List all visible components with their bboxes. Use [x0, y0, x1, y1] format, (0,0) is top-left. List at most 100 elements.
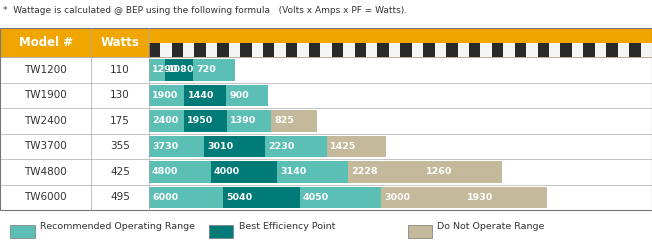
- Bar: [194, 43, 206, 57]
- Bar: [389, 43, 400, 57]
- Bar: [514, 43, 526, 57]
- Bar: [271, 110, 318, 132]
- Text: 1390: 1390: [230, 116, 256, 125]
- Text: 130: 130: [110, 90, 130, 100]
- Bar: [171, 43, 183, 57]
- Bar: [595, 43, 606, 57]
- Text: TW1200: TW1200: [24, 65, 67, 75]
- Text: 4050: 4050: [303, 193, 329, 202]
- Bar: [10, 226, 35, 238]
- Bar: [422, 161, 502, 183]
- Text: 1930: 1930: [467, 193, 494, 202]
- Bar: [193, 59, 235, 81]
- Text: 1290: 1290: [152, 65, 178, 74]
- Text: 3140: 3140: [280, 167, 306, 176]
- Text: 1950: 1950: [186, 116, 213, 125]
- Text: 110: 110: [110, 65, 130, 75]
- Text: 240: 240: [505, 167, 525, 176]
- Bar: [492, 43, 503, 57]
- Text: 900: 900: [230, 91, 249, 100]
- Bar: [549, 43, 561, 57]
- Text: TW4800: TW4800: [24, 167, 67, 177]
- Text: Best Efficiency Point: Best Efficiency Point: [239, 222, 335, 231]
- Bar: [277, 161, 348, 183]
- Bar: [526, 43, 538, 57]
- Bar: [320, 43, 332, 57]
- Bar: [165, 59, 193, 81]
- Text: 3010: 3010: [208, 142, 234, 151]
- Bar: [223, 187, 300, 208]
- Bar: [423, 43, 435, 57]
- Bar: [0, 159, 652, 185]
- Bar: [183, 110, 227, 132]
- Bar: [617, 43, 629, 57]
- Bar: [309, 43, 320, 57]
- Text: TW6000: TW6000: [24, 192, 67, 202]
- Text: Recommended Operating Range: Recommended Operating Range: [40, 222, 195, 231]
- Text: 825: 825: [274, 116, 294, 125]
- Bar: [469, 43, 481, 57]
- Bar: [378, 43, 389, 57]
- Bar: [149, 161, 211, 183]
- Bar: [343, 43, 355, 57]
- Text: 180: 180: [238, 65, 258, 74]
- Bar: [0, 185, 652, 210]
- Bar: [274, 43, 286, 57]
- Text: 6000: 6000: [152, 193, 178, 202]
- Bar: [252, 43, 263, 57]
- Bar: [481, 43, 492, 57]
- Text: 360: 360: [271, 91, 291, 100]
- Bar: [149, 136, 205, 157]
- Bar: [206, 43, 217, 57]
- Text: TW1900: TW1900: [24, 90, 67, 100]
- Bar: [209, 226, 233, 238]
- Bar: [0, 57, 652, 83]
- Text: 355: 355: [110, 141, 130, 151]
- Bar: [458, 43, 469, 57]
- Text: 175: 175: [110, 116, 130, 126]
- Bar: [348, 161, 422, 183]
- Text: 2400: 2400: [152, 116, 178, 125]
- Bar: [435, 43, 446, 57]
- Bar: [606, 43, 617, 57]
- Bar: [0, 134, 652, 159]
- Bar: [149, 110, 183, 132]
- Text: Model #: Model #: [19, 36, 72, 49]
- Bar: [400, 43, 412, 57]
- Bar: [0, 28, 652, 210]
- Bar: [0, 108, 652, 134]
- Bar: [227, 110, 271, 132]
- Text: 1080: 1080: [168, 65, 194, 74]
- Text: 720: 720: [196, 65, 216, 74]
- Bar: [366, 43, 378, 57]
- Bar: [205, 136, 265, 157]
- Text: 2228: 2228: [351, 167, 378, 176]
- Bar: [381, 187, 464, 208]
- Bar: [263, 43, 274, 57]
- Text: 495: 495: [110, 192, 130, 202]
- Bar: [355, 43, 366, 57]
- Bar: [327, 136, 387, 157]
- Text: 3730: 3730: [152, 142, 178, 151]
- Text: 2230: 2230: [268, 142, 294, 151]
- Bar: [240, 43, 252, 57]
- Bar: [503, 43, 514, 57]
- Text: TW2400: TW2400: [24, 116, 67, 126]
- Bar: [149, 187, 223, 208]
- Text: 220: 220: [321, 116, 340, 125]
- Text: 1425: 1425: [331, 142, 357, 151]
- Text: 4800: 4800: [152, 167, 178, 176]
- Bar: [572, 43, 584, 57]
- Bar: [640, 43, 652, 57]
- Bar: [211, 161, 277, 183]
- Text: 425: 425: [110, 167, 130, 177]
- Bar: [412, 43, 423, 57]
- Bar: [297, 43, 309, 57]
- Text: 1260: 1260: [426, 167, 452, 176]
- Bar: [265, 136, 327, 157]
- Text: 5040: 5040: [226, 193, 252, 202]
- Text: 1440: 1440: [188, 91, 214, 100]
- Bar: [160, 43, 171, 57]
- Text: 4000: 4000: [214, 167, 240, 176]
- Bar: [229, 43, 240, 57]
